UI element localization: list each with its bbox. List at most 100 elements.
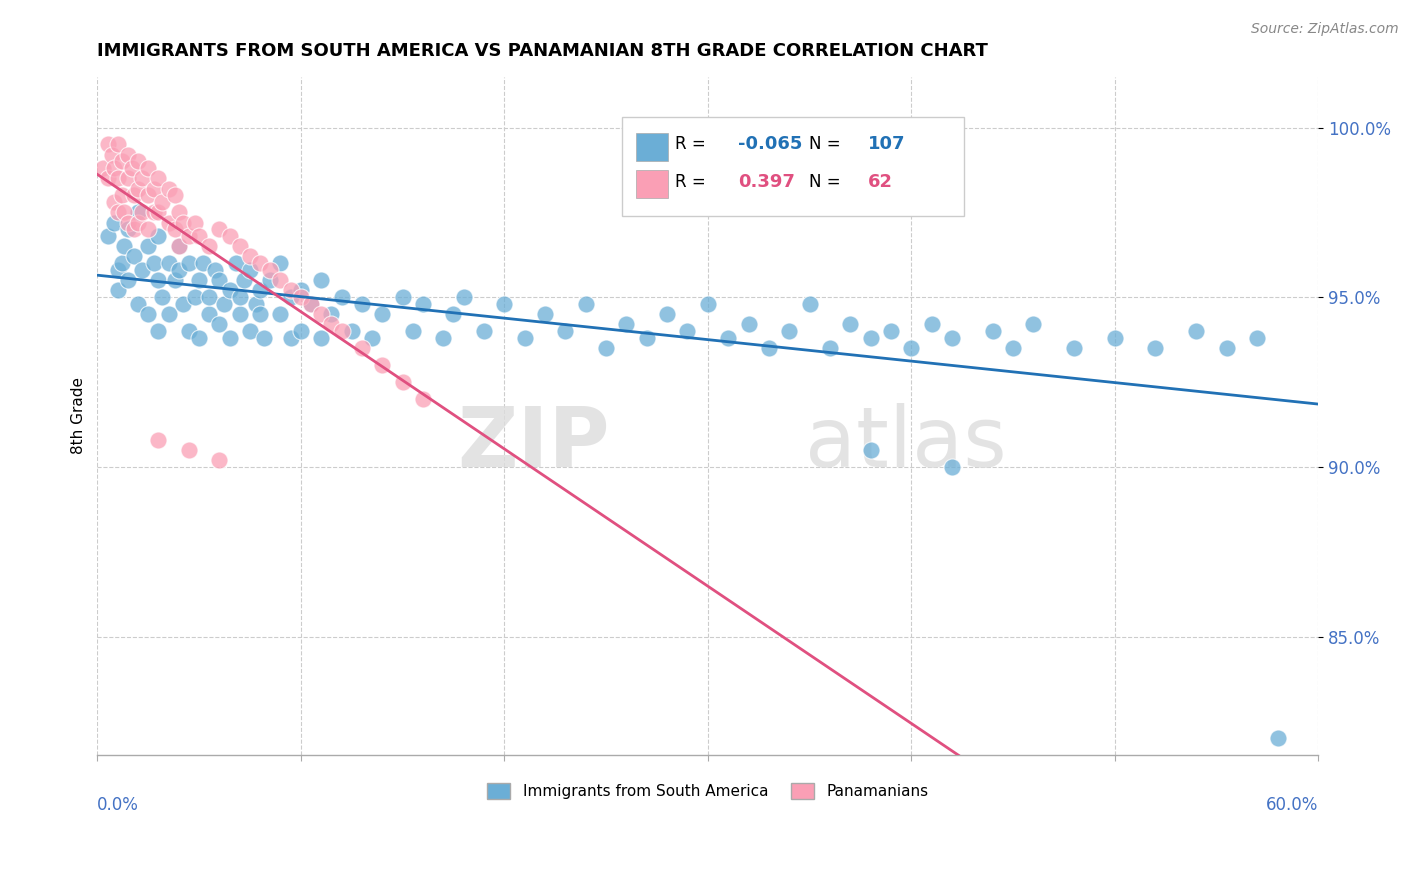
Point [513, 331, 536, 345]
Point [880, 324, 903, 338]
Point [655, 307, 678, 321]
Point [212, 297, 235, 311]
Point [676, 324, 699, 338]
Point [981, 324, 1004, 338]
Point [1104, 331, 1126, 345]
Point [167, 239, 190, 253]
Point [1022, 318, 1045, 332]
Text: N =: N = [808, 136, 846, 153]
Point [100, 147, 122, 161]
Point [616, 318, 638, 332]
Point [117, 215, 139, 229]
Point [127, 154, 149, 169]
Point [177, 324, 200, 338]
Point [280, 284, 302, 298]
Point [103, 195, 125, 210]
Point [412, 392, 434, 406]
FancyBboxPatch shape [636, 169, 668, 198]
Point [112, 239, 135, 253]
Point [143, 256, 166, 270]
Point [163, 222, 186, 236]
Point [321, 318, 343, 332]
Point [96, 229, 118, 244]
Point [534, 307, 557, 321]
Point [163, 188, 186, 202]
Point [239, 263, 262, 277]
Point [371, 307, 394, 321]
Point [330, 324, 353, 338]
Point [717, 331, 740, 345]
Point [1002, 341, 1025, 355]
Point [177, 256, 200, 270]
Point [127, 205, 149, 219]
Point [350, 297, 373, 311]
Y-axis label: 8th Grade: 8th Grade [72, 377, 86, 454]
Point [148, 171, 170, 186]
Point [111, 256, 134, 270]
Text: ZIP: ZIP [457, 402, 610, 483]
Point [1246, 331, 1268, 345]
Point [361, 331, 384, 345]
Point [177, 229, 200, 244]
Point [249, 307, 271, 321]
Point [412, 297, 434, 311]
Point [198, 307, 221, 321]
Point [696, 297, 718, 311]
Point [167, 205, 190, 219]
Point [107, 205, 129, 219]
Point [184, 215, 207, 229]
Point [148, 324, 170, 338]
Point [839, 318, 862, 332]
Point [157, 307, 180, 321]
Point [1185, 324, 1208, 338]
Point [402, 324, 425, 338]
Point [177, 442, 200, 457]
Point [111, 188, 134, 202]
Point [290, 284, 312, 298]
Point [391, 290, 413, 304]
Point [198, 290, 221, 304]
Point [188, 229, 211, 244]
Text: -0.065: -0.065 [738, 136, 803, 153]
Point [117, 273, 139, 287]
Text: 0.397: 0.397 [738, 173, 796, 191]
Point [1063, 341, 1085, 355]
Point [208, 273, 231, 287]
Point [143, 205, 166, 219]
Point [921, 318, 943, 332]
Point [204, 263, 226, 277]
Point [107, 171, 129, 186]
Point [188, 273, 211, 287]
Point [778, 324, 800, 338]
Point [218, 331, 240, 345]
Point [239, 250, 262, 264]
Text: R =: R = [675, 173, 711, 191]
Point [136, 188, 159, 202]
Point [229, 239, 252, 253]
Point [554, 324, 576, 338]
Point [148, 205, 170, 219]
Point [249, 256, 271, 270]
Point [131, 263, 153, 277]
Point [172, 297, 194, 311]
Point [136, 161, 159, 176]
Point [127, 297, 149, 311]
Point [299, 297, 322, 311]
Point [432, 331, 454, 345]
Point [309, 331, 332, 345]
Point [290, 324, 312, 338]
Point [859, 442, 882, 457]
Point [122, 188, 145, 202]
Point [148, 229, 170, 244]
Point [152, 195, 174, 210]
Point [280, 290, 302, 304]
Point [391, 375, 413, 389]
Text: 60.0%: 60.0% [1265, 796, 1319, 814]
Point [136, 222, 159, 236]
Point [107, 284, 129, 298]
Point [472, 324, 495, 338]
Point [245, 297, 267, 311]
Point [249, 284, 271, 298]
Point [636, 331, 658, 345]
Point [1144, 341, 1167, 355]
